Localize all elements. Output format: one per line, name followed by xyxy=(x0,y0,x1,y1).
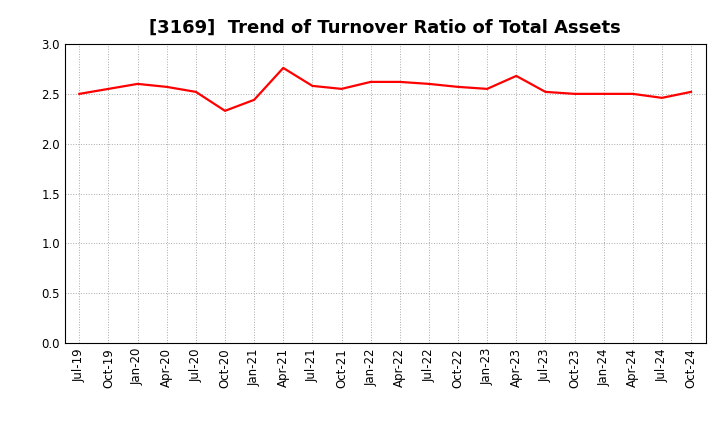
Title: [3169]  Trend of Turnover Ratio of Total Assets: [3169] Trend of Turnover Ratio of Total … xyxy=(149,19,621,37)
